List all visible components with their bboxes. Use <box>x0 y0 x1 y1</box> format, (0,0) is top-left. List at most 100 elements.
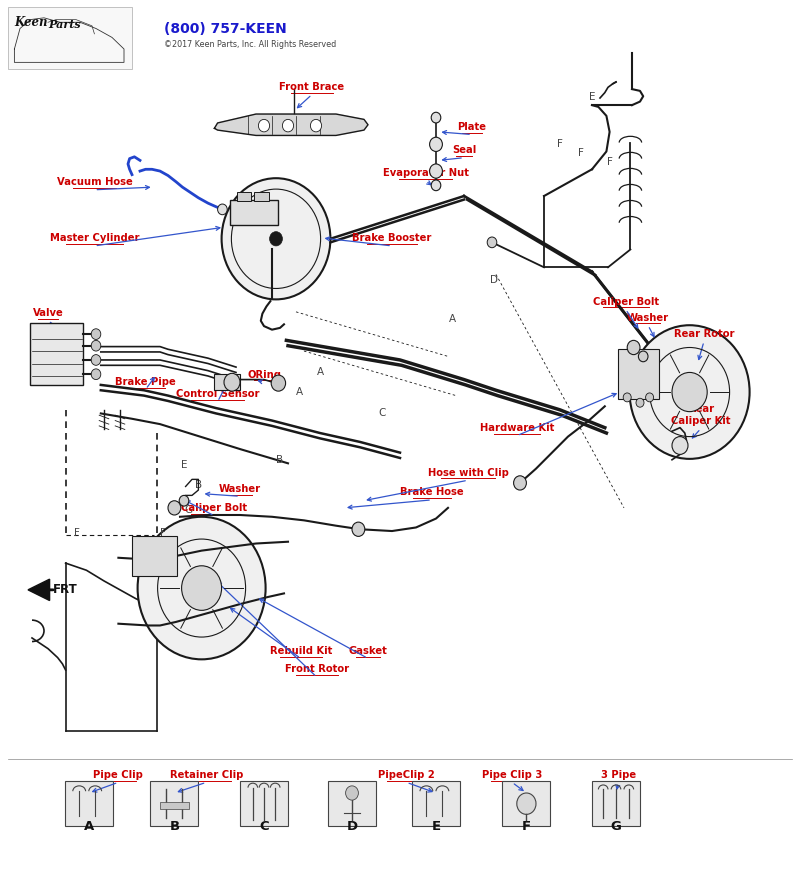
Circle shape <box>430 137 442 151</box>
Circle shape <box>430 164 442 178</box>
Text: B: B <box>195 479 202 490</box>
Circle shape <box>91 355 101 365</box>
Text: PipeClip 2: PipeClip 2 <box>378 770 434 780</box>
Text: D: D <box>346 821 358 833</box>
Bar <box>502 781 550 826</box>
Bar <box>30 323 83 385</box>
Bar <box>132 536 177 576</box>
Text: Caliper Bolt: Caliper Bolt <box>182 503 247 513</box>
Circle shape <box>222 178 330 299</box>
Text: C: C <box>259 821 269 833</box>
Circle shape <box>487 237 497 248</box>
Text: Keen: Keen <box>14 16 48 29</box>
Text: Control Sensor: Control Sensor <box>176 389 259 399</box>
Circle shape <box>636 398 644 407</box>
Text: F: F <box>557 139 563 150</box>
Text: Hardware Kit: Hardware Kit <box>480 423 554 433</box>
Text: Parts: Parts <box>48 19 81 29</box>
Bar <box>592 781 640 826</box>
Text: Plate: Plate <box>458 122 486 132</box>
Text: Retainer Clip: Retainer Clip <box>170 770 243 780</box>
Text: E: E <box>181 460 187 470</box>
Text: Gasket: Gasket <box>349 646 387 656</box>
Text: Front Rotor: Front Rotor <box>285 665 349 674</box>
Text: Evaporator Nut: Evaporator Nut <box>382 168 469 178</box>
Text: Seal: Seal <box>452 145 476 155</box>
Circle shape <box>638 351 648 362</box>
Text: Valve: Valve <box>33 308 63 318</box>
Text: Rear Rotor: Rear Rotor <box>674 329 734 339</box>
Circle shape <box>646 393 654 402</box>
Text: F: F <box>522 821 531 833</box>
Text: Vacuum Hose: Vacuum Hose <box>57 177 132 187</box>
Text: E: E <box>431 821 441 833</box>
Text: Brake Hose: Brake Hose <box>400 487 464 497</box>
Bar <box>8 7 132 69</box>
Circle shape <box>258 119 270 132</box>
Circle shape <box>182 566 222 610</box>
Text: ORing: ORing <box>247 370 281 380</box>
Circle shape <box>168 501 181 515</box>
Circle shape <box>91 340 101 351</box>
Circle shape <box>271 375 286 391</box>
Text: A: A <box>317 367 323 378</box>
Text: Washer: Washer <box>627 313 669 323</box>
Circle shape <box>179 495 189 506</box>
Text: D: D <box>490 274 498 285</box>
Text: F: F <box>606 157 613 168</box>
Bar <box>618 349 659 399</box>
Text: Caliper Bolt: Caliper Bolt <box>593 297 658 307</box>
Bar <box>328 781 376 826</box>
Bar <box>254 192 269 201</box>
Text: ©2017 Keen Parts, Inc. All Rights Reserved: ©2017 Keen Parts, Inc. All Rights Reserv… <box>164 40 336 49</box>
Text: G: G <box>185 504 193 515</box>
Circle shape <box>91 369 101 380</box>
Circle shape <box>623 393 631 402</box>
Text: F: F <box>160 527 166 538</box>
Circle shape <box>270 232 282 246</box>
Text: B: B <box>277 454 283 465</box>
Circle shape <box>282 119 294 132</box>
Circle shape <box>352 522 365 536</box>
Bar <box>237 192 251 201</box>
Text: FRT: FRT <box>53 584 78 596</box>
Circle shape <box>627 340 640 355</box>
Text: G: G <box>610 821 622 833</box>
Text: A: A <box>450 314 456 324</box>
Text: Brake Pipe: Brake Pipe <box>115 377 176 387</box>
Circle shape <box>310 119 322 132</box>
Circle shape <box>517 793 536 814</box>
Bar <box>150 781 198 826</box>
Bar <box>412 781 460 826</box>
Circle shape <box>346 786 358 800</box>
Text: C: C <box>378 408 386 419</box>
Text: Pipe Clip: Pipe Clip <box>94 770 143 780</box>
Text: F: F <box>74 527 80 538</box>
Bar <box>65 781 113 826</box>
Text: Brake Booster: Brake Booster <box>352 233 432 243</box>
Text: E: E <box>589 92 595 102</box>
Circle shape <box>672 372 707 412</box>
Circle shape <box>91 329 101 339</box>
Circle shape <box>672 437 688 454</box>
Text: Rear
Caliper Kit: Rear Caliper Kit <box>671 405 730 426</box>
Bar <box>240 781 288 826</box>
Bar <box>160 802 189 809</box>
Text: Washer: Washer <box>219 484 261 494</box>
Circle shape <box>431 112 441 123</box>
Text: F: F <box>578 148 584 159</box>
Text: 3 Pipe: 3 Pipe <box>601 770 636 780</box>
Circle shape <box>138 517 266 659</box>
Text: Hose with Clip: Hose with Clip <box>427 468 509 478</box>
Text: Master Cylinder: Master Cylinder <box>50 233 139 243</box>
Text: Pipe Clip 3: Pipe Clip 3 <box>482 770 542 780</box>
Text: A: A <box>296 387 302 397</box>
Bar <box>230 200 278 225</box>
Text: Rebuild Kit: Rebuild Kit <box>270 646 332 656</box>
Text: B: B <box>170 821 179 833</box>
Polygon shape <box>214 114 368 135</box>
Text: A: A <box>84 821 94 833</box>
Circle shape <box>630 325 750 459</box>
Polygon shape <box>28 579 50 601</box>
Bar <box>214 374 240 390</box>
